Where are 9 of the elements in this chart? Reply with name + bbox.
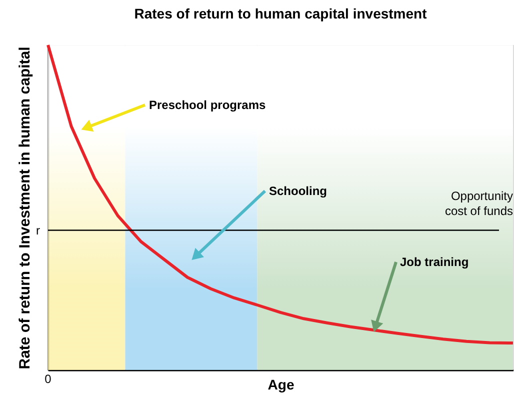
ref-line-label: r: [36, 223, 40, 238]
annotation: Job training: [400, 255, 469, 269]
text: 0: [44, 372, 52, 386]
chart-title: Rates of return to human capital investment: [134, 6, 428, 22]
annotation: Schooling: [269, 184, 327, 198]
annotation: Opportunity cost of funds: [444, 189, 513, 218]
annotation: Preschool programs: [149, 98, 266, 112]
x-axis-title: Age: [268, 376, 294, 392]
y-axis-title: Rate of return to Investment in human capital: [16, 46, 34, 370]
